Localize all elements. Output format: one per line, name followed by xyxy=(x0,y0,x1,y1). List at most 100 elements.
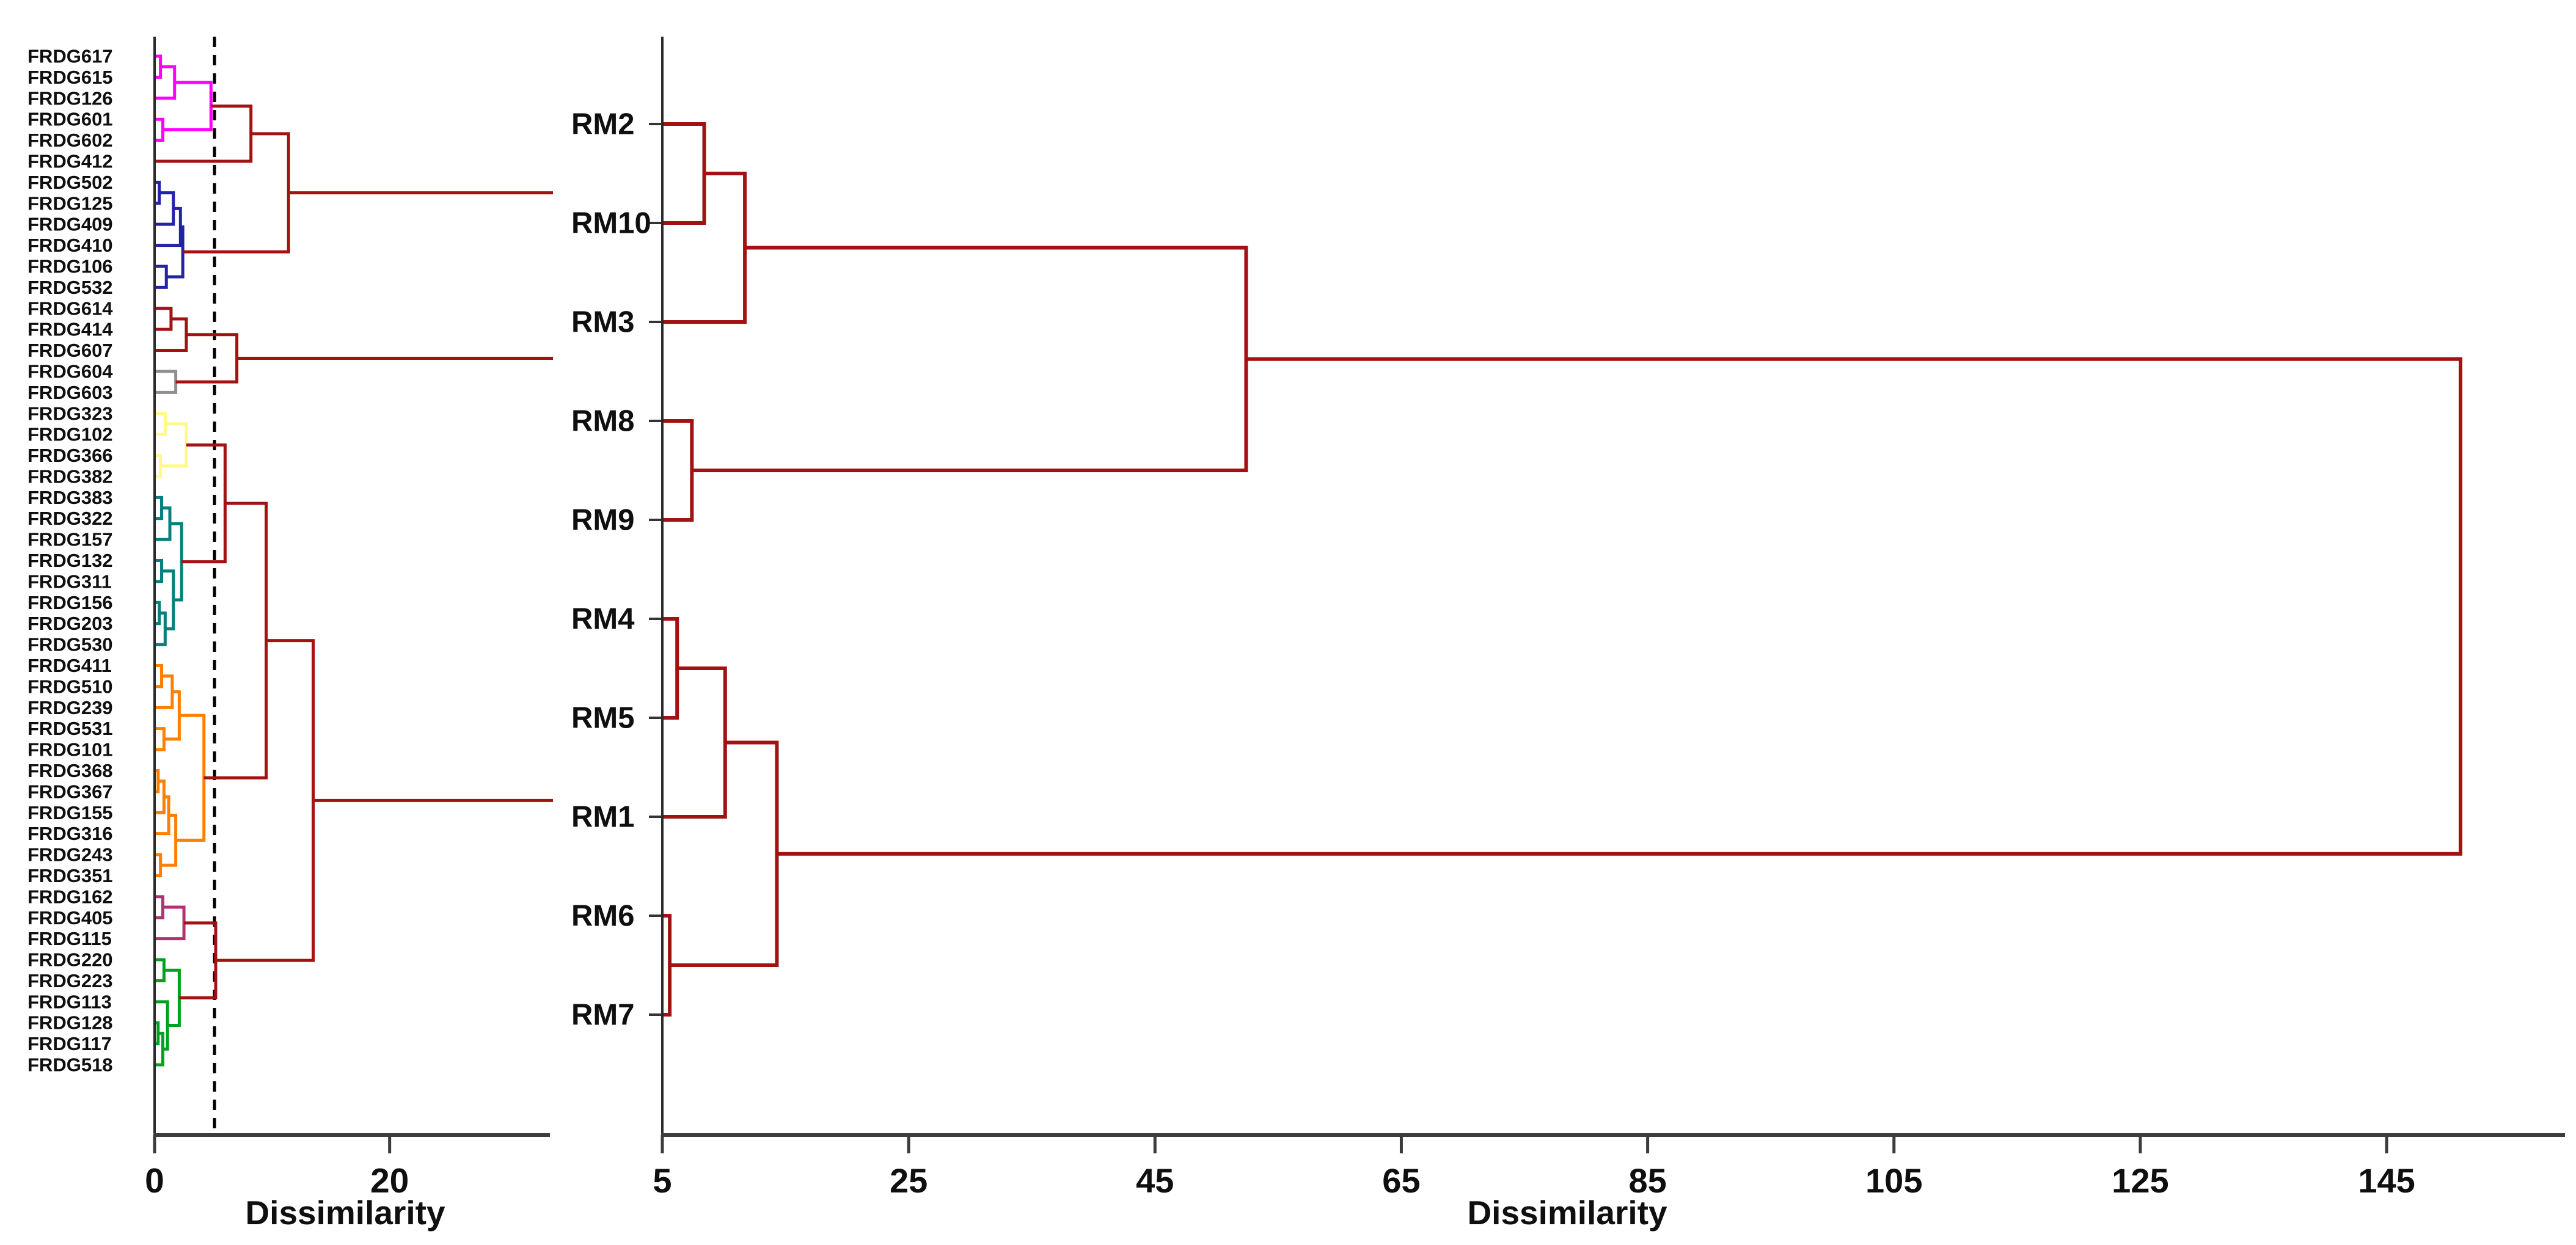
leaf-label-FRDG382: FRDG382 xyxy=(27,466,113,487)
axis-tick-label: 65 xyxy=(1382,1161,1420,1200)
axis-tick-label: 145 xyxy=(2358,1161,2415,1200)
leaf-label-FRDG128: FRDG128 xyxy=(27,1012,113,1034)
leaf-label-FRDG220: FRDG220 xyxy=(27,949,113,971)
leaf-label-FRDG126: FRDG126 xyxy=(27,87,113,109)
dendrogram-link xyxy=(155,265,168,289)
leaf-label-FRDG602: FRDG602 xyxy=(27,130,113,151)
leaf-label-FRDG510: FRDG510 xyxy=(27,676,113,697)
axis-tick-label: 0 xyxy=(145,1161,164,1200)
leaf-label-RM6: RM6 xyxy=(571,900,634,933)
right-dendrogram: 5 25 45 65 85 105 125 145 RM2 RM10 RM3 RM8 RM9 RM4 RM5… xyxy=(571,37,2565,1200)
leaf-label-FRDG132: FRDG132 xyxy=(27,550,113,571)
leaf-label-FRDG125: FRDG125 xyxy=(27,192,113,214)
leaf-label-FRDG531: FRDG531 xyxy=(27,718,113,739)
leaf-label-FRDG411: FRDG411 xyxy=(27,655,112,676)
leaf-label-FRDG316: FRDG316 xyxy=(27,823,113,844)
dendrogram-link xyxy=(670,740,779,967)
dendrogram-link xyxy=(216,639,315,962)
dendrogram-link xyxy=(155,317,188,352)
dendrogram-link xyxy=(155,307,173,331)
leaf-label-FRDG368: FRDG368 xyxy=(27,760,113,781)
leaf-label-FRDG410: FRDG410 xyxy=(27,235,113,256)
dendrogram-link xyxy=(183,132,290,254)
dendrogram-link xyxy=(155,206,182,247)
leaf-label-FRDG156: FRDG156 xyxy=(27,592,113,613)
dendrogram-link xyxy=(161,569,175,630)
axis-tick-label: 25 xyxy=(890,1161,928,1200)
leaf-label-RM4: RM4 xyxy=(571,603,634,636)
leaf-label-FRDG412: FRDG412 xyxy=(27,151,113,172)
leaf-label-RM7: RM7 xyxy=(571,999,634,1032)
leaf-label-FRDG405: FRDG405 xyxy=(27,907,113,929)
dendrogram-link xyxy=(662,617,679,720)
dendrogram-link xyxy=(692,246,1248,472)
leaf-label-FRDG614: FRDG614 xyxy=(27,298,113,319)
leaf-label-FRDG155: FRDG155 xyxy=(27,802,113,823)
dendrogram-link xyxy=(170,522,183,602)
dendrogram-link xyxy=(155,674,174,709)
leaf-label-FRDG615: FRDG615 xyxy=(27,67,113,88)
axis-tick-label: 20 xyxy=(370,1161,409,1200)
dendrogram-link xyxy=(777,357,2462,856)
dendrogram-link xyxy=(662,419,694,522)
leaf-label-RM5: RM5 xyxy=(571,702,634,735)
leaf-label-RM9: RM9 xyxy=(571,504,634,537)
leaf-label-FRDG243: FRDG243 xyxy=(27,844,113,866)
axis-tick-label: 125 xyxy=(2112,1161,2168,1200)
leaf-label-FRDG603: FRDG603 xyxy=(27,382,113,403)
leaf-label-FRDG203: FRDG203 xyxy=(27,613,113,634)
dendrogram-link xyxy=(166,225,185,279)
axis-tick-label: 45 xyxy=(1136,1161,1174,1200)
dendrogram-link xyxy=(155,412,167,436)
leaf-label-FRDG106: FRDG106 xyxy=(27,255,113,277)
dendrogram-link xyxy=(155,65,177,100)
dendrogram-link xyxy=(160,422,188,468)
leaf-label-FRDG366: FRDG366 xyxy=(27,445,113,466)
right-axis-title: Dissimilarity xyxy=(1467,1194,1667,1232)
dendrogram-link xyxy=(181,443,227,564)
leaf-label-FRDG414: FRDG414 xyxy=(27,319,113,340)
dendrogram-link xyxy=(662,666,727,819)
dendrogram-link xyxy=(155,727,166,751)
dendrogram-link xyxy=(662,122,706,225)
leaf-label-FRDG223: FRDG223 xyxy=(27,970,113,991)
leaf-label-FRDG117: FRDG117 xyxy=(27,1033,112,1054)
left-dendrogram: 0 20FRDG617FRDG615FRDG126FRDG601FRDG602FR… xyxy=(27,37,553,1200)
leaf-label-FRDG367: FRDG367 xyxy=(27,781,113,802)
dendrogram-link xyxy=(164,690,181,741)
dendrogram-link xyxy=(155,1000,169,1051)
dendrogram-link xyxy=(155,795,170,836)
leaf-label-FRDG113: FRDG113 xyxy=(27,991,112,1012)
leaf-label-FRDG409: FRDG409 xyxy=(27,214,113,235)
dendrogram-link xyxy=(163,81,213,131)
leaf-label-FRDG502: FRDG502 xyxy=(27,172,113,193)
leaf-label-FRDG115: FRDG115 xyxy=(27,928,112,949)
dendrogram-link xyxy=(155,180,161,205)
leaf-label-FRDG101: FRDG101 xyxy=(27,739,113,761)
leaf-label-FRDG607: FRDG607 xyxy=(27,340,113,361)
leaf-label-RM10: RM10 xyxy=(571,207,651,240)
dendrogram-link xyxy=(155,601,161,626)
dendrogram-link xyxy=(160,814,178,867)
axis-tick-label: 85 xyxy=(1628,1161,1666,1200)
dendrogram-link xyxy=(155,1031,164,1067)
axis-tick-label: 105 xyxy=(1865,1161,1922,1200)
dendrogram-link xyxy=(662,914,672,1017)
dendrogram-link xyxy=(155,958,166,982)
leaf-label-FRDG351: FRDG351 xyxy=(27,865,113,886)
leaf-label-RM3: RM3 xyxy=(571,306,634,339)
leaf-label-FRDG311: FRDG311 xyxy=(27,571,112,592)
dendrogram-link xyxy=(155,191,175,226)
dendrogram-link xyxy=(175,333,239,384)
dendrogram-link xyxy=(155,779,166,814)
dendrogram-link xyxy=(155,370,178,394)
leaf-label-FRDG604: FRDG604 xyxy=(27,360,113,382)
leaf-label-FRDG322: FRDG322 xyxy=(27,508,113,529)
dendrogram-link xyxy=(155,905,186,941)
leaf-label-FRDG102: FRDG102 xyxy=(27,424,113,445)
leaf-label-FRDG518: FRDG518 xyxy=(27,1054,113,1076)
leaf-label-FRDG617: FRDG617 xyxy=(27,46,113,67)
dendrogram-link xyxy=(164,968,181,1028)
